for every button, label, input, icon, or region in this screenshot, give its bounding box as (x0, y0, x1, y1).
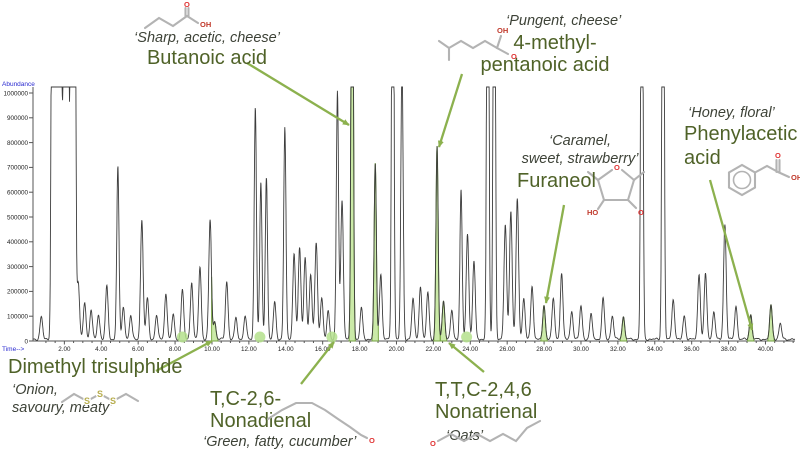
nonatrienal-descriptor: ‘Oats’ (446, 428, 484, 444)
butanoic-name: Butanoic acid (146, 47, 268, 69)
x-axis-title: Time--> (2, 346, 25, 353)
phenylacetic-name-line2: acid (684, 147, 721, 169)
x-tick-label: 26.00 (499, 346, 515, 353)
trisulphide-descriptor-line2: savoury, meaty’ (12, 400, 113, 416)
x-tick-label: 18.00 (352, 346, 368, 353)
svg-text:O: O (369, 436, 375, 445)
svg-text:OH: OH (497, 26, 508, 35)
y-tick-label: 500000 (7, 214, 29, 221)
y-tick-label: 600000 (7, 190, 29, 197)
methylpentanoic-name-line2: pentanoic acid (480, 54, 610, 76)
x-tick-label: 2.00 (58, 346, 71, 353)
butanoic-descriptor: ‘Sharp, acetic, cheese’ (134, 30, 280, 46)
x-tick-label: 4.00 (95, 346, 108, 353)
methylpentanoic-descriptor: ‘Pungent, cheese’ (506, 13, 622, 29)
y-tick-label: 300000 (7, 264, 29, 271)
x-tick-label: 38.00 (721, 346, 737, 353)
furaneol-descriptor-line2: sweet, strawberry’ (521, 151, 639, 167)
svg-text:O: O (638, 208, 644, 217)
nonatrienal-name-line2: Nonatrienal (435, 401, 538, 423)
nonadienal-name-line2: Nonadienal (210, 410, 312, 432)
y-axis-title: Abundance (2, 81, 35, 88)
x-tick-label: 20.00 (389, 346, 405, 353)
y-tick-label: 400000 (7, 239, 29, 246)
y-tick-label: 1000000 (3, 90, 28, 97)
x-tick-label: 14.00 (278, 346, 294, 353)
x-tick-label: 28.00 (536, 346, 552, 353)
x-tick-label: 22.00 (425, 346, 441, 353)
x-tick-label: 8.00 (169, 346, 182, 353)
odour-marker-dot (254, 331, 266, 343)
nonadienal-structure: O (266, 401, 375, 445)
x-tick-label: 6.00 (132, 346, 145, 353)
phenylacetic-acid-structure: O OH (727, 151, 800, 197)
x-tick-label: 24.00 (462, 346, 478, 353)
trisulphide-structure: S S S (60, 388, 140, 407)
furaneol-arrow (544, 204, 566, 304)
x-tick-label: 30.00 (573, 346, 589, 353)
chromatogram-canvas: 0 100000 200000 300000 400000 500000 600000 700… (3, 86, 796, 353)
nonatrienal-name-line1: T,T,C-2,4,6 (435, 379, 532, 401)
x-tick-label: 40.00 (758, 346, 774, 353)
furaneol-descriptor-line1: ‘Caramel, (548, 133, 612, 149)
y-tick-label: 900000 (7, 115, 29, 122)
nonadienal-arrow (300, 341, 335, 385)
methylpentanoic-arrow (437, 73, 464, 148)
svg-text:O: O (511, 52, 517, 61)
trisulphide-name: Dimethyl trisulphide (8, 356, 183, 378)
svg-text:O: O (775, 151, 781, 160)
methylpentanoic-name-line1: 4-methyl- (513, 32, 597, 54)
nonadienal-descriptor: ‘Green, fatty, cucumber’ (203, 434, 357, 450)
trisulphide-descriptor-line1: ‘Onion, (12, 382, 58, 398)
odour-marker-dot (176, 331, 188, 343)
phenylacetic-arrow (708, 179, 754, 331)
x-tick-label: 12.00 (241, 346, 257, 353)
highlighted-peak (619, 316, 627, 342)
svg-text:HO: HO (587, 208, 598, 217)
svg-text:OH: OH (791, 173, 800, 182)
nonadienal-name-line1: T,C-2,6- (210, 388, 282, 410)
highlighted-peak (540, 304, 548, 342)
phenylacetic-name-line1: Phenylacetic (684, 123, 798, 145)
svg-text:S: S (110, 396, 116, 406)
svg-text:O: O (184, 1, 190, 9)
svg-text:S: S (97, 389, 103, 399)
x-tick-label: 34.00 (647, 346, 663, 353)
x-tick-label: 10.00 (204, 346, 220, 353)
furaneol-name: Furaneol (517, 170, 596, 192)
y-tick-label: 0 (24, 338, 28, 345)
y-tick-label: 700000 (7, 165, 29, 172)
odour-marker-dot (461, 331, 473, 343)
odour-marker-dot (326, 331, 338, 343)
x-tick-label: 36.00 (684, 346, 700, 353)
x-tick-label: 32.00 (610, 346, 626, 353)
butanoic-arrow (246, 62, 350, 126)
chromatogram-trace (32, 86, 796, 342)
y-tick-label: 200000 (7, 289, 29, 296)
svg-text:O: O (614, 163, 620, 172)
nonatrienal-arrow (448, 342, 485, 373)
furaneol-structure: O HO O (586, 163, 646, 217)
phenylacetic-descriptor: ‘Honey, floral’ (688, 105, 775, 121)
nonatrienal-structure: O (430, 419, 542, 448)
y-tick-label: 100000 (7, 314, 29, 321)
butanoic-acid-structure: O OH (143, 1, 211, 30)
annotation-arrows (155, 62, 754, 385)
trisulphide-arrow (155, 339, 213, 373)
svg-text:S: S (84, 396, 90, 406)
svg-text:OH: OH (200, 20, 211, 29)
y-tick-label: 800000 (7, 140, 29, 147)
x-tick-label: 16.00 (315, 346, 331, 353)
svg-text:O: O (430, 439, 436, 448)
methylpentanoic-acid-structure: OH O (437, 26, 517, 62)
